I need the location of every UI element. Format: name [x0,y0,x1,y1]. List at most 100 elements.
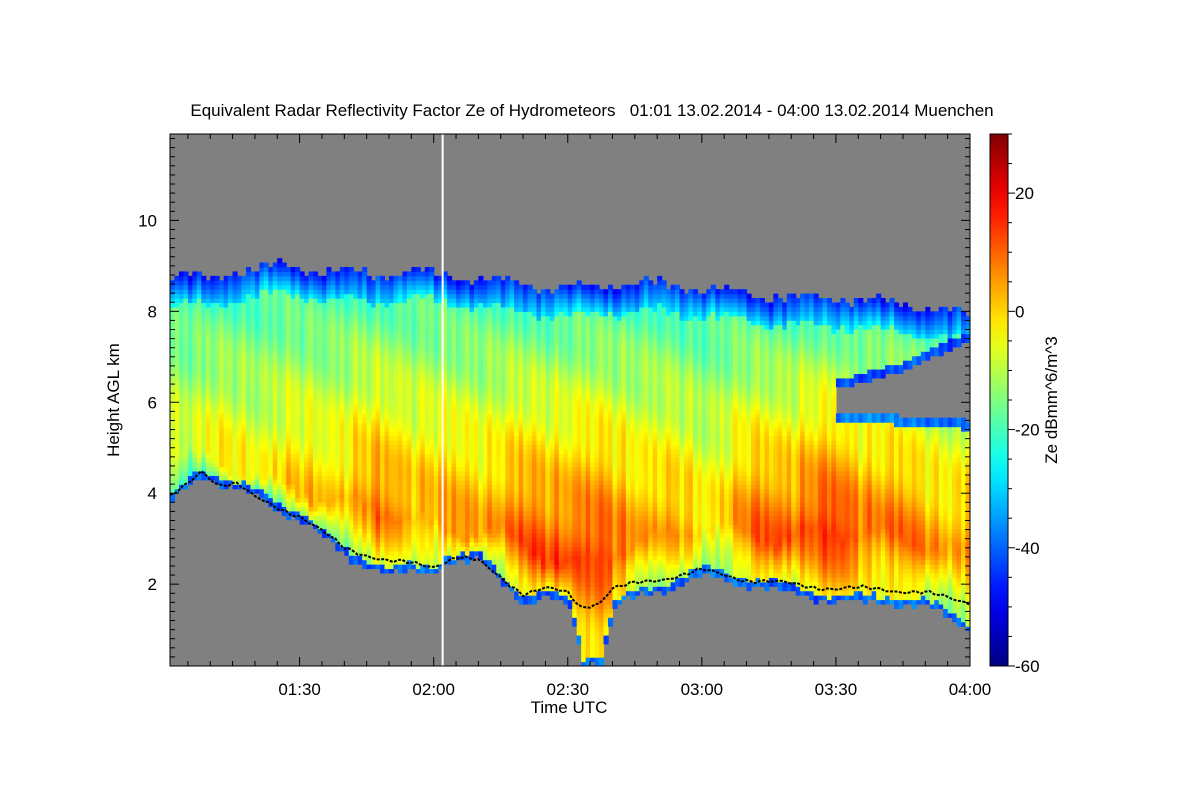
ze-cell [259,417,265,423]
ze-cell [219,368,225,374]
ze-cell [308,510,314,516]
ze-cell [259,404,265,410]
ze-cell [491,479,497,485]
ze-cell [366,537,372,543]
ze-cell [406,506,412,512]
ze-cell [245,395,252,401]
ze-cell [375,426,381,432]
ze-cell [388,528,395,534]
ze-cell [500,479,506,485]
ze-cell [348,306,354,312]
ze-cell [438,346,444,352]
ze-cell [174,453,180,459]
ze-cell [523,431,529,437]
ze-cell [219,306,225,312]
ze-cell [460,457,466,463]
ze-cell [304,284,310,290]
ze-cell [411,293,417,299]
ze-cell [335,493,341,499]
ze-cell [429,400,435,406]
ze-cell [214,422,220,428]
ze-cell [393,329,399,335]
ze-cell [500,435,506,441]
ze-cell [478,368,484,374]
ze-cell [254,373,260,379]
ze-cell [384,515,390,521]
ze-cell [384,404,390,410]
ze-cell [482,555,488,561]
ze-cell [295,497,301,503]
ze-cell [339,320,345,326]
ze-cell [357,346,363,352]
ze-cell [397,422,403,428]
ze-cell [272,311,278,317]
ze-cell [371,515,377,521]
ze-cell [402,284,408,290]
ze-cell [366,280,372,286]
ze-cell [201,466,207,472]
ze-cell [505,439,511,445]
ze-cell [464,386,471,392]
ze-cell [505,298,511,304]
ze-cell [393,368,399,374]
ze-cell [523,320,529,326]
ze-cell [335,289,341,295]
ze-cell [277,293,283,299]
ze-cell [219,413,225,419]
ze-cell [268,457,274,463]
ze-cell [406,524,412,530]
ze-cell [536,368,542,374]
ze-cell [487,519,493,525]
ze-cell [348,506,354,512]
ze-cell [250,448,256,454]
ze-cell [496,497,502,503]
ze-cell [321,519,328,525]
ze-cell [527,524,533,530]
ze-cell [281,475,287,481]
ze-cell [237,275,243,281]
ze-cell [290,346,296,352]
ze-cell [277,444,283,450]
ze-cell [344,541,350,547]
ze-cell [482,329,488,335]
ze-cell [290,435,296,441]
ze-cell [393,391,399,397]
ze-cell [259,342,265,348]
ze-cell [500,550,506,556]
ze-cell [536,413,542,419]
ze-cell [518,289,524,295]
ze-cell [348,493,354,499]
ze-cell [223,466,229,472]
ze-cell [366,528,372,534]
ze-cell [518,550,524,556]
ze-cell [286,470,292,476]
ze-cell [330,329,336,335]
ze-cell [429,475,435,481]
ze-cell [295,444,301,450]
ze-cell [442,448,448,454]
ze-cell [344,271,350,277]
ze-cell [178,395,185,401]
ze-cell [478,431,484,437]
ze-cell [473,289,479,295]
ze-cell [290,373,296,379]
ze-cell [353,408,359,414]
ze-cell [527,431,533,437]
ze-cell [245,417,252,423]
ze-cell [330,533,336,539]
ze-cell [527,289,533,295]
ze-cell [433,302,439,308]
ze-cell [509,364,515,370]
ze-cell [254,289,260,295]
ze-cell [491,493,497,499]
ze-cell [447,329,453,335]
ze-cell [353,519,359,525]
ze-cell [339,453,345,459]
ze-cell [308,479,314,485]
ze-cell [523,315,529,321]
ze-cell [487,395,493,401]
ze-cell [170,355,176,361]
ze-cell [536,475,542,481]
ze-cell [277,462,283,468]
ze-cell [514,400,520,406]
